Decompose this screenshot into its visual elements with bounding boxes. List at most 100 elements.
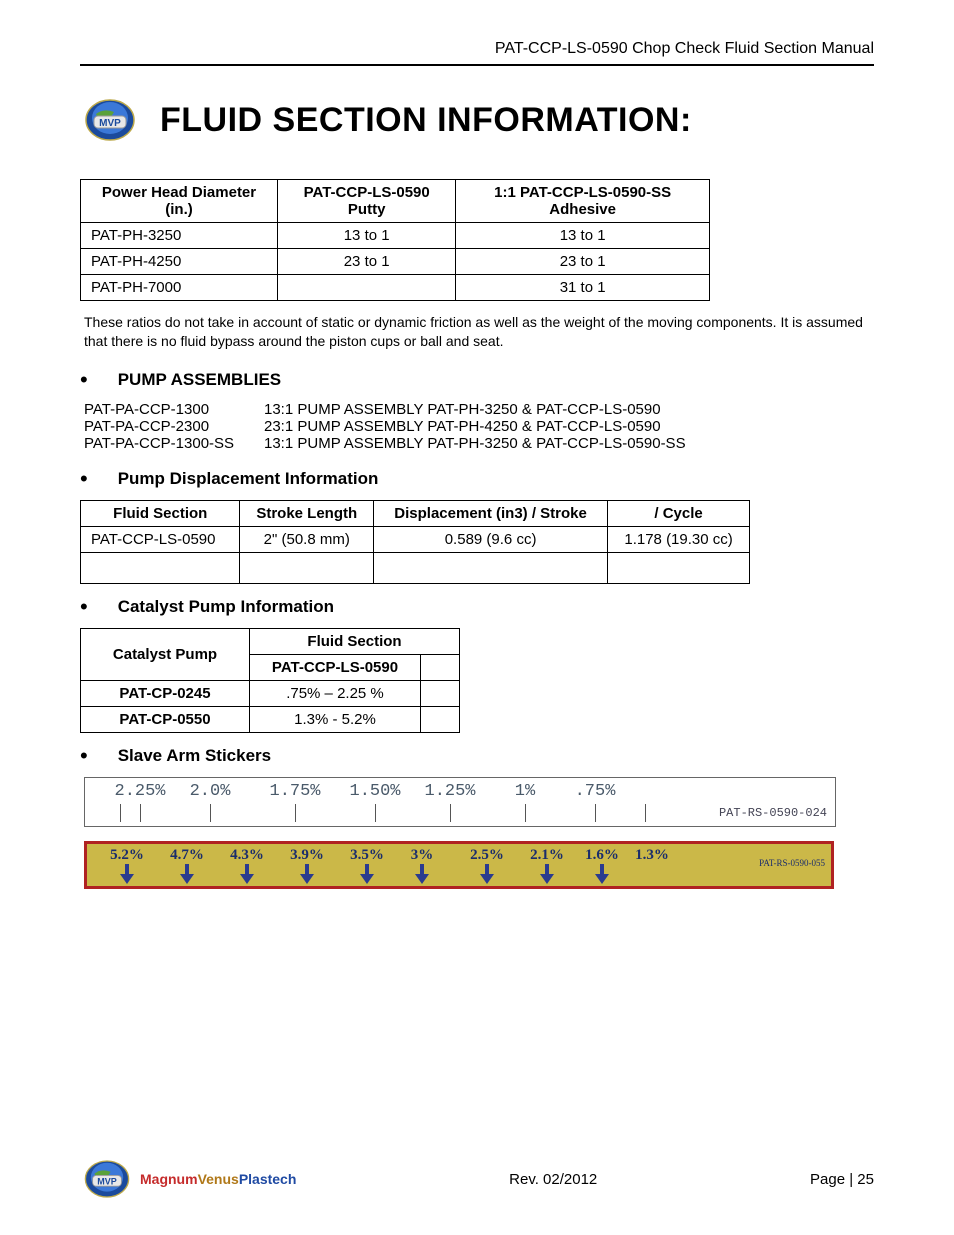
list-item: PAT-PA-CCP-1300-SS 13:1 PUMP ASSEMBLY PA… xyxy=(84,435,874,452)
cell: 31 to 1 xyxy=(456,275,710,301)
section-title: PUMP ASSEMBLIES xyxy=(118,370,281,390)
table-row: PAT-CCP-LS-0590 2" (50.8 mm) 0.589 (9.6 … xyxy=(81,526,750,552)
title-row: MVP FLUID SECTION INFORMATION: xyxy=(80,96,874,144)
list-item: PAT-PA-CCP-2300 23:1 PUMP ASSEMBLY PAT-P… xyxy=(84,418,874,435)
catalyst-table: Catalyst Pump Fluid Section PAT-CCP-LS-0… xyxy=(80,628,460,733)
cell xyxy=(240,552,374,583)
table-row: PAT-PH-7000 31 to 1 xyxy=(81,275,710,301)
slave-arm-sticker-b: PAT-RS-0590-055 5.2%4.7%4.3%3.9%3.5%3%2.… xyxy=(84,841,834,889)
col-header: Power Head Diameter (in.) xyxy=(81,180,278,223)
brand-b: Venus xyxy=(198,1171,239,1187)
brand-a: Magnum xyxy=(140,1171,198,1187)
ruler-label: 3.9% xyxy=(290,847,324,864)
cell: 1.178 (19.30 cc) xyxy=(608,526,750,552)
tick-mark xyxy=(295,804,296,822)
cell xyxy=(421,706,460,732)
ruler-label: 2.25% xyxy=(114,782,165,801)
col-header: Stroke Length xyxy=(240,500,374,526)
row-header: PAT-CP-0245 xyxy=(81,680,250,706)
running-header: PAT-CCP-LS-0590 Chop Check Fluid Section… xyxy=(80,40,874,66)
tick-mark xyxy=(375,804,376,822)
ruler-label: 2.5% xyxy=(470,847,504,864)
cell: 13 to 1 xyxy=(456,223,710,249)
down-arrow-icon xyxy=(360,864,374,884)
table-row: PAT-PH-3250 13 to 1 13 to 1 xyxy=(81,223,710,249)
col-subheader: PAT-CCP-LS-0590 xyxy=(250,654,421,680)
tick-mark xyxy=(120,804,121,822)
cell: PAT-PH-4250 xyxy=(81,249,278,275)
cell: PAT-PH-3250 xyxy=(81,223,278,249)
cell xyxy=(608,552,750,583)
ruler-label: 3.5% xyxy=(350,847,384,864)
row-header: PAT-CP-0550 xyxy=(81,706,250,732)
col-header: Displacement (in3) / Stroke xyxy=(374,500,608,526)
cell: 2" (50.8 mm) xyxy=(240,526,374,552)
footer-brand: MagnumVenusPlastech xyxy=(140,1171,296,1187)
cell xyxy=(374,552,608,583)
cell: 13 to 1 xyxy=(278,223,456,249)
footer-page: Page | 25 xyxy=(810,1171,874,1188)
footer-logo: MVP MagnumVenusPlastech xyxy=(80,1157,296,1201)
down-arrow-icon xyxy=(415,864,429,884)
assembly-pn: PAT-PA-CCP-1300 xyxy=(84,401,264,418)
down-arrow-icon xyxy=(300,864,314,884)
assembly-desc: 13:1 PUMP ASSEMBLY PAT-PH-3250 & PAT-CCP… xyxy=(264,401,661,418)
section-header: • Catalyst Pump Information xyxy=(80,596,874,618)
ruler-label: 1.25% xyxy=(424,782,475,801)
slave-arm-sticker-a: PAT-RS-0590-024 2.25%2.0%1.75%1.50%1.25%… xyxy=(84,777,836,827)
col-header: Fluid Section xyxy=(81,500,240,526)
tick-mark xyxy=(595,804,596,822)
bullet-icon: • xyxy=(80,745,88,767)
cell: 0.589 (9.6 cc) xyxy=(374,526,608,552)
page-footer: MVP MagnumVenusPlastech Rev. 02/2012 Pag… xyxy=(80,1157,874,1201)
part-number: PAT-RS-0590-055 xyxy=(759,858,825,868)
ruler-label: 3% xyxy=(411,847,434,864)
mvp-logo-icon: MVP xyxy=(80,1157,134,1201)
bullet-icon: • xyxy=(80,468,88,490)
bullet-icon: • xyxy=(80,369,88,391)
col-header: Catalyst Pump xyxy=(81,628,250,680)
tick-mark xyxy=(645,804,646,822)
cell: 23 to 1 xyxy=(456,249,710,275)
section-title: Pump Displacement Information xyxy=(118,469,379,489)
cell: .75% – 2.25 % xyxy=(250,680,421,706)
table-row: PAT-PH-4250 23 to 1 23 to 1 xyxy=(81,249,710,275)
section-title: Catalyst Pump Information xyxy=(118,597,334,617)
svg-text:MVP: MVP xyxy=(97,1176,117,1186)
down-arrow-icon xyxy=(120,864,134,884)
brand-c: Plastech xyxy=(239,1171,297,1187)
list-item: PAT-PA-CCP-1300 13:1 PUMP ASSEMBLY PAT-P… xyxy=(84,401,874,418)
ratio-footnote: These ratios do not take in account of s… xyxy=(84,313,874,351)
tick-mark xyxy=(210,804,211,822)
table-header-row: Power Head Diameter (in.) PAT-CCP-LS-059… xyxy=(81,180,710,223)
cell: PAT-PH-7000 xyxy=(81,275,278,301)
table-header-row: Catalyst Pump Fluid Section xyxy=(81,628,460,654)
ruler-label: 1.6% xyxy=(585,847,619,864)
down-arrow-icon xyxy=(480,864,494,884)
ruler-label: 2.1% xyxy=(530,847,564,864)
ruler-label: 1.75% xyxy=(269,782,320,801)
ruler-label: 5.2% xyxy=(110,847,144,864)
footer-rev: Rev. 02/2012 xyxy=(509,1171,597,1188)
bullet-icon: • xyxy=(80,596,88,618)
cell xyxy=(278,275,456,301)
assembly-pn: PAT-PA-CCP-1300-SS xyxy=(84,435,264,452)
tick-mark xyxy=(140,804,141,822)
table-row: PAT-CP-0550 1.3% - 5.2% xyxy=(81,706,460,732)
col-header: / Cycle xyxy=(608,500,750,526)
down-arrow-icon xyxy=(540,864,554,884)
cell xyxy=(81,552,240,583)
table-row: PAT-CP-0245 .75% – 2.25 % xyxy=(81,680,460,706)
table-row xyxy=(81,552,750,583)
document-page: PAT-CCP-LS-0590 Chop Check Fluid Section… xyxy=(0,0,954,1235)
mvp-logo-icon: MVP xyxy=(80,96,140,144)
section-header: • Slave Arm Stickers xyxy=(80,745,874,767)
section-title: Slave Arm Stickers xyxy=(118,746,271,766)
ruler-label: 2.0% xyxy=(190,782,231,801)
tick-mark xyxy=(450,804,451,822)
svg-text:MVP: MVP xyxy=(99,118,121,129)
cell: PAT-CCP-LS-0590 xyxy=(81,526,240,552)
ruler-label: 4.3% xyxy=(230,847,264,864)
cell: 23 to 1 xyxy=(278,249,456,275)
page-title: FLUID SECTION INFORMATION: xyxy=(160,101,692,140)
